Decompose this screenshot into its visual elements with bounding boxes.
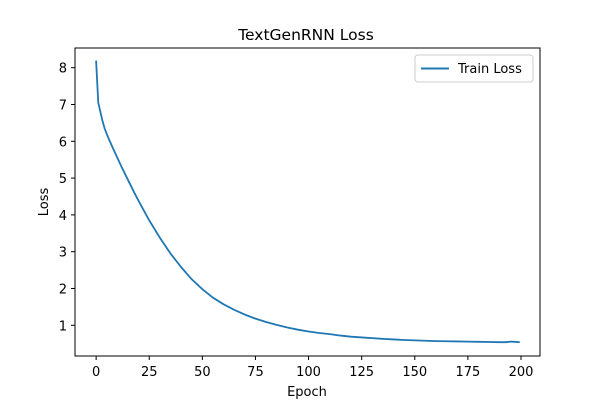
- y-tick-label: 4: [59, 209, 67, 224]
- legend-box: [414, 54, 534, 83]
- legend-entry-train-loss: Train Loss: [457, 62, 522, 77]
- y-tick-label: 7: [59, 98, 67, 113]
- y-tick-label: 3: [59, 246, 67, 261]
- y-tick-label: 5: [59, 172, 67, 187]
- x-tick-label: 25: [141, 365, 158, 380]
- y-axis-label: Loss: [37, 188, 52, 217]
- legend: Train Loss: [414, 54, 534, 83]
- x-tick-label: 50: [194, 365, 211, 380]
- series-line-train-loss: [95, 60, 520, 344]
- y-tick-label: 6: [59, 135, 67, 150]
- axes-frame: [74, 47, 541, 357]
- x-tick-label: 125: [349, 365, 374, 380]
- y-tick-label: 8: [59, 62, 67, 77]
- x-tick-label: 0: [92, 365, 100, 380]
- chart-title: TextGenRNN Loss: [237, 26, 374, 44]
- x-axis-label: Epoch: [287, 385, 327, 400]
- y-tick-label: 1: [59, 319, 67, 334]
- x-tick-label: 200: [509, 365, 534, 380]
- x-tick-label: 100: [296, 365, 321, 380]
- y-tick-label: 2: [59, 282, 67, 297]
- x-tick-label: 75: [247, 365, 264, 380]
- x-tick-label: 175: [455, 365, 480, 380]
- x-tick-label: 150: [402, 365, 427, 380]
